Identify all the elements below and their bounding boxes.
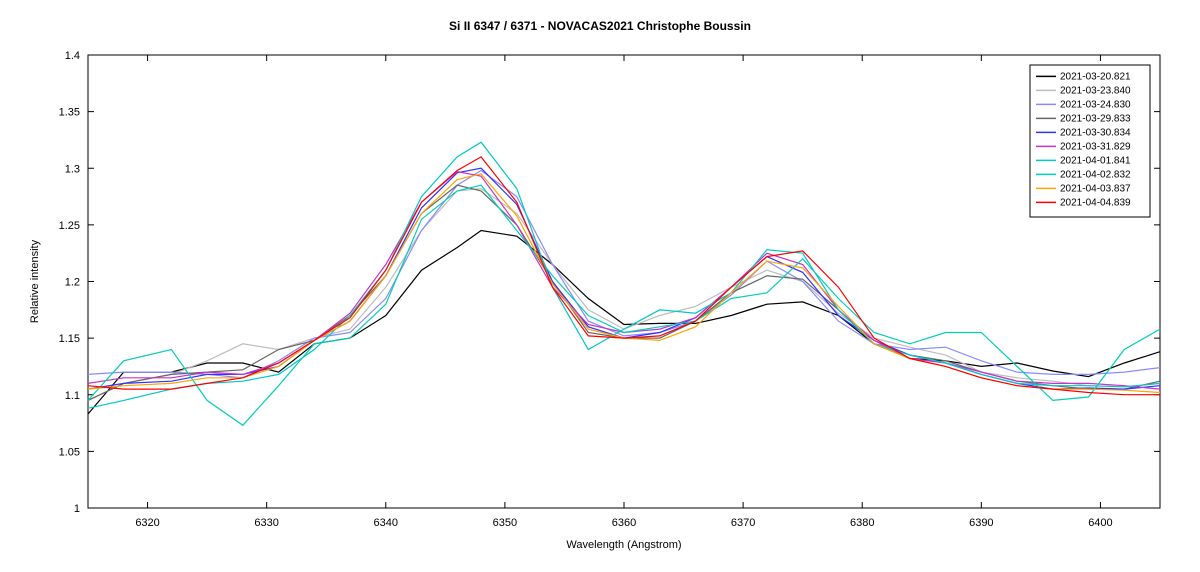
legend-label: 2021-03-23.840 [1060, 85, 1131, 96]
legend-label: 2021-03-24.830 [1060, 99, 1131, 110]
y-tick-label: 1.25 [59, 220, 80, 232]
series-line [88, 142, 1160, 408]
y-tick-label: 1.3 [65, 163, 80, 175]
series-line [88, 189, 1160, 401]
legend-label: 2021-04-01.841 [1060, 155, 1131, 166]
x-tick-label: 6320 [135, 517, 159, 529]
x-tick-label: 6340 [374, 517, 398, 529]
plot-border [88, 55, 1160, 508]
x-tick-label: 6390 [969, 517, 993, 529]
y-tick-label: 1 [74, 503, 80, 515]
legend-label: 2021-04-03.837 [1060, 183, 1131, 194]
x-tick-label: 6330 [254, 517, 278, 529]
series-line [88, 168, 1160, 389]
legend-label: 2021-03-20.821 [1060, 71, 1131, 82]
legend-label: 2021-03-31.829 [1060, 141, 1131, 152]
spectrum-chart: Si II 6347 / 6371 - NOVACAS2021 Christop… [0, 0, 1200, 572]
x-tick-label: 6350 [493, 517, 517, 529]
series-line [88, 185, 1160, 400]
y-tick-label: 1.4 [65, 50, 80, 62]
x-tick-label: 6400 [1088, 517, 1112, 529]
x-axis-label: Wavelength (Angstrom) [566, 539, 681, 551]
chart-container: Si II 6347 / 6371 - NOVACAS2021 Christop… [0, 0, 1200, 572]
y-tick-label: 1.15 [59, 333, 80, 345]
series-line [88, 185, 1160, 425]
series-line [88, 231, 1160, 415]
y-tick-label: 1.05 [59, 446, 80, 458]
series-line [88, 172, 1160, 390]
x-tick-label: 6360 [612, 517, 636, 529]
y-tick-label: 1.1 [65, 390, 80, 402]
series-line [88, 157, 1160, 395]
y-axis-label: Relative intensity [29, 239, 41, 323]
legend-label: 2021-03-29.833 [1060, 113, 1131, 124]
legend-label: 2021-03-30.834 [1060, 127, 1131, 138]
legend-label: 2021-04-04.839 [1060, 197, 1131, 208]
series-line [88, 174, 1160, 393]
legend-label: 2021-04-02.832 [1060, 169, 1131, 180]
x-tick-label: 6370 [731, 517, 755, 529]
x-tick-label: 6380 [850, 517, 874, 529]
y-tick-label: 1.2 [65, 277, 80, 289]
series-line [88, 171, 1160, 378]
chart-title: Si II 6347 / 6371 - NOVACAS2021 Christop… [449, 19, 751, 33]
y-tick-label: 1.35 [59, 107, 80, 119]
